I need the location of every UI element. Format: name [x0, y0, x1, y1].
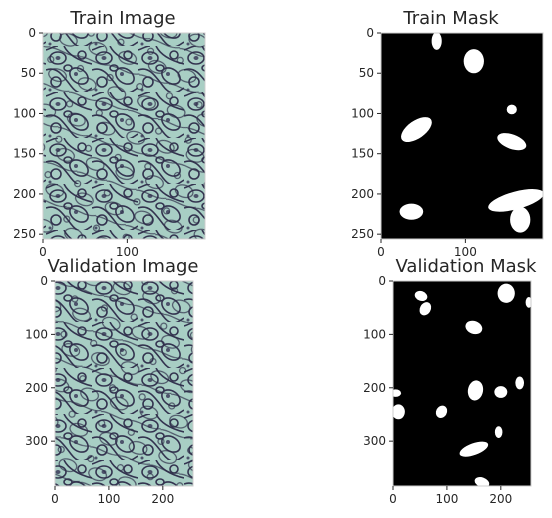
- mask-blob: [399, 203, 424, 220]
- y-tick-label: 300: [25, 434, 48, 448]
- x-tick-label: 100: [454, 245, 477, 259]
- train-image-micrograph-overlay: [43, 33, 205, 239]
- x-tick-label: 100: [116, 245, 139, 259]
- x-tick-label: 100: [435, 492, 458, 506]
- y-tick-label: 200: [351, 187, 374, 201]
- y-tick-label: 0: [366, 26, 374, 40]
- mask-blob: [506, 104, 517, 115]
- y-tick-label: 150: [351, 147, 374, 161]
- y-tick-label: 0: [40, 274, 48, 288]
- mask-blob: [497, 133, 527, 151]
- validation-mask-blobs: [393, 283, 531, 486]
- y-tick-label: 50: [21, 66, 36, 80]
- mask-blob: [467, 380, 484, 401]
- validation-mask-frame: [392, 280, 532, 487]
- mask-blob: [525, 297, 531, 308]
- mask-blob: [515, 376, 524, 390]
- validation-image-frame: [54, 280, 194, 487]
- y-tick-label: 200: [13, 187, 36, 201]
- x-tick-label: 200: [489, 492, 512, 506]
- mask-blob: [414, 290, 428, 301]
- y-tick-label: 100: [351, 106, 374, 120]
- mask-blob: [401, 117, 432, 143]
- mask-blob: [393, 404, 405, 420]
- mask-blob: [463, 49, 484, 74]
- y-tick-label: 50: [359, 66, 374, 80]
- mask-blob: [494, 386, 508, 398]
- mask-blob: [494, 426, 503, 438]
- y-tick-label: 200: [363, 381, 386, 395]
- mask-blob: [431, 33, 442, 50]
- x-tick-label: 100: [97, 492, 120, 506]
- x-tick-label: 0: [51, 492, 59, 506]
- y-tick-label: 0: [28, 26, 36, 40]
- validation-mask-panel: Validation Mask 0 100 200 300 0 100 200: [363, 256, 537, 506]
- y-tick-label: 250: [13, 227, 36, 241]
- x-tick-label: 200: [151, 492, 174, 506]
- y-tick-label: 100: [363, 327, 386, 341]
- mask-blob: [497, 283, 515, 303]
- train-mask-title: Train Mask: [402, 8, 499, 29]
- train-image-frame: [42, 32, 206, 240]
- y-tick-label: 100: [13, 106, 36, 120]
- x-tick-label: 0: [377, 245, 385, 259]
- train-image-title: Train Image: [69, 8, 175, 29]
- y-tick-label: 100: [25, 327, 48, 341]
- mask-blob: [435, 405, 448, 418]
- x-tick-label: 0: [389, 492, 397, 506]
- validation-image-micrograph-overlay: [55, 281, 193, 486]
- train-mask-blobs: [399, 33, 543, 233]
- mask-blob: [488, 189, 543, 212]
- y-tick-label: 250: [351, 227, 374, 241]
- validation-mask-title: Validation Mask: [396, 256, 538, 277]
- mask-blob: [474, 477, 490, 486]
- mask-blob: [510, 206, 531, 233]
- y-tick-label: 200: [25, 381, 48, 395]
- y-tick-label: 0: [378, 274, 386, 288]
- mask-blob: [465, 320, 483, 335]
- mask-blob: [393, 389, 402, 397]
- y-tick-label: 300: [363, 434, 386, 448]
- train-mask-frame: [380, 32, 544, 240]
- mask-blob: [419, 302, 432, 316]
- mask-blob: [459, 441, 489, 457]
- validation-image-title: Validation Image: [48, 256, 199, 277]
- y-tick-label: 150: [13, 147, 36, 161]
- x-tick-label: 0: [39, 245, 47, 259]
